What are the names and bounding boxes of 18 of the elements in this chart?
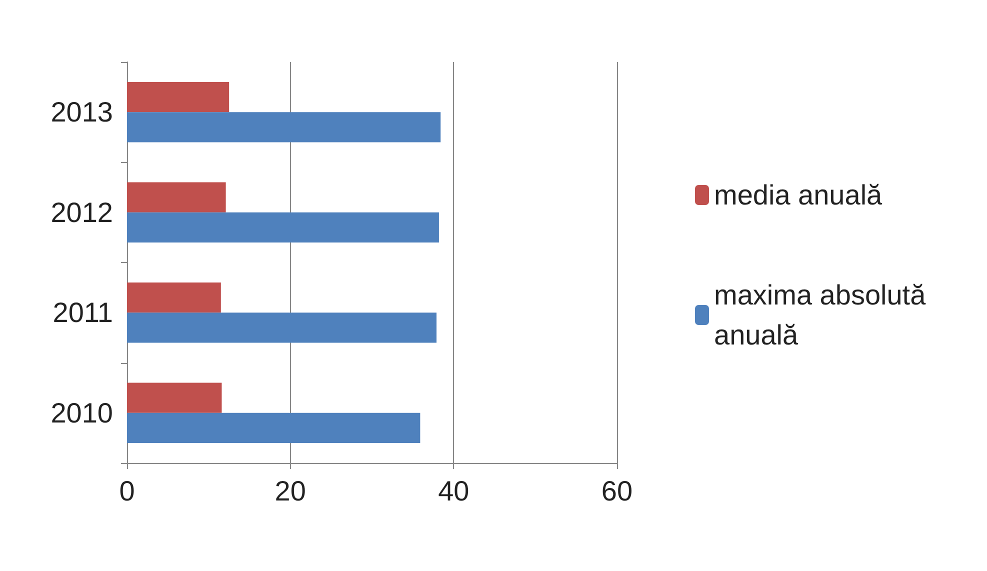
x-tick-label: 40 [438,476,470,506]
bar [127,212,439,242]
y-tick-label: 2011 [52,297,113,328]
bar [127,412,420,443]
legend-label: maxima absolută anuală [714,280,934,350]
y-tick-label: 2012 [50,196,113,228]
bar [127,282,221,313]
bar [127,112,441,142]
y-tick-label: 2013 [50,96,113,128]
x-tick-label: 0 [119,476,135,506]
x-tick-label: 60 [601,476,633,506]
x-tick-label: 20 [274,476,306,506]
bar [127,312,437,343]
bar [127,382,222,413]
bar [127,182,226,212]
y-tick-label: 2010 [50,397,113,428]
legend-label: media anuală [714,180,883,210]
bar [127,82,230,112]
